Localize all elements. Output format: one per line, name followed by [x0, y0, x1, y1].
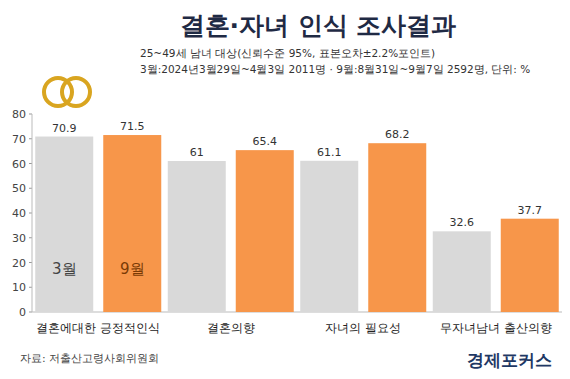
data-label: 68.2 [385, 128, 410, 141]
labels: 70.9 61 61.1 32.6 71.5 65.4 68.2 37.7 [52, 120, 542, 229]
bar [236, 150, 294, 312]
legend-label: 9월 [120, 260, 145, 278]
background [0, 0, 570, 379]
subtitle: 25~49세 남녀 대상(신뢰수준 95%, 표본오차±2.2%포인트) [140, 47, 435, 59]
bar [300, 161, 358, 312]
y-tick-label: 0 [19, 306, 26, 319]
data-label: 61.1 [317, 146, 342, 159]
x-tick-label: 결혼의향 [207, 321, 255, 335]
data-label: 70.9 [52, 122, 77, 135]
rings-icon [44, 78, 90, 106]
data-label: 61 [190, 146, 204, 159]
x-tick-label: 자녀의 필요성 [325, 321, 401, 335]
y-tick-label: 80 [12, 108, 26, 121]
data-label: 37.7 [518, 204, 543, 217]
x-tick-label: 결혼에대한 긍정적인식 [36, 321, 160, 335]
bar [501, 219, 559, 312]
bar [368, 143, 426, 312]
y-tick-label: 20 [12, 257, 26, 270]
bar [35, 137, 93, 312]
data-label: 71.5 [120, 120, 145, 133]
bar [168, 161, 226, 312]
title: 결혼·자녀 인식 조사결과 [180, 11, 457, 40]
y-tick-label: 10 [12, 281, 26, 294]
chart-root: 결혼·자녀 인식 조사결과 25~49세 남녀 대상(신뢰수준 95%, 표본오차… [0, 0, 570, 379]
ring [62, 78, 90, 106]
y-tick-label: 60 [12, 158, 26, 171]
y-axis-line [32, 114, 33, 312]
bar [103, 135, 161, 312]
subtitle: 3월:2024년3월29일~4월3일 2011명 · 9월:8월31일~9월7일… [140, 63, 530, 75]
bars [35, 135, 559, 312]
y-tick-label: 30 [12, 232, 26, 245]
bar [433, 231, 491, 312]
y-tick-label: 50 [12, 182, 26, 195]
watermark: 경제포커스 [467, 350, 552, 370]
y-tick-label: 40 [12, 207, 26, 220]
data-label: 32.6 [450, 216, 475, 229]
legend-label: 3월 [52, 260, 77, 278]
x-tick-label: 무자녀남녀 출산의향 [440, 321, 552, 335]
source: 자료: 저출산고령사회위원회 [20, 352, 159, 365]
data-label: 65.4 [253, 135, 278, 148]
y-tick-label: 70 [12, 133, 26, 146]
